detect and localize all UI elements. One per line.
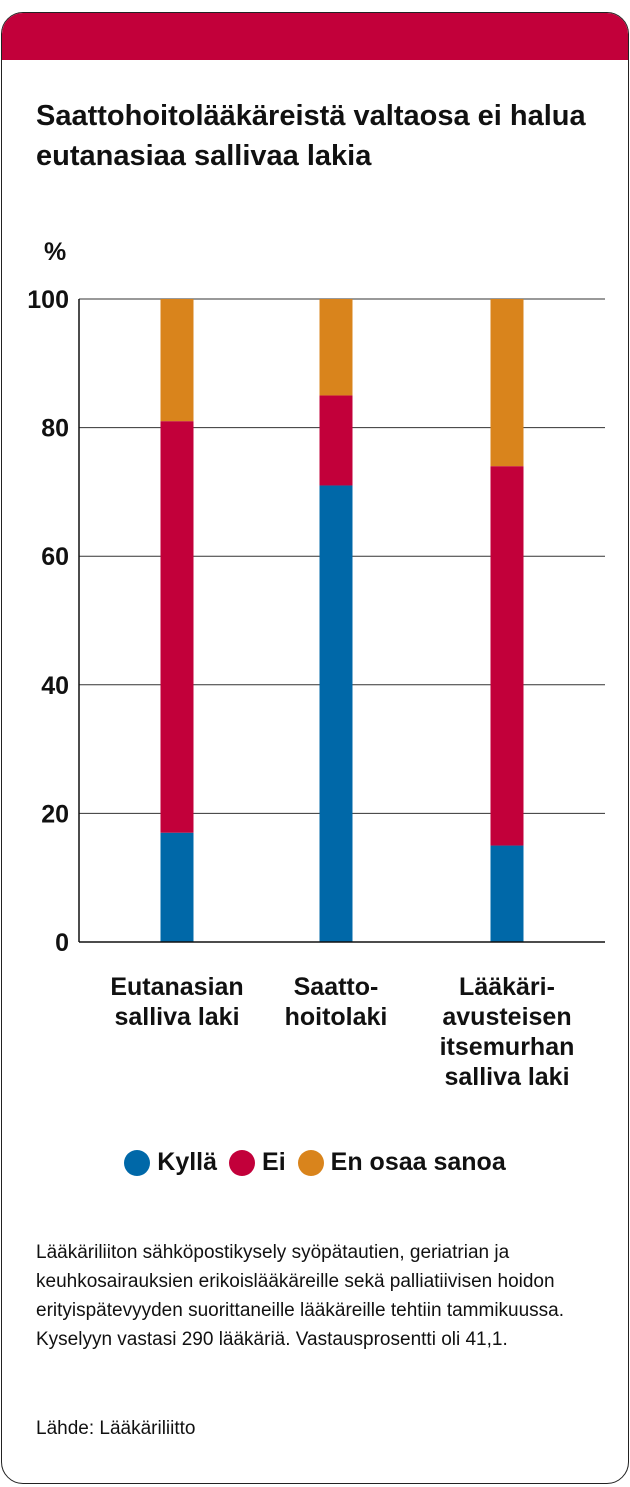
header-banner: [2, 13, 628, 60]
x-category-label: Saatto-hoitolaki: [285, 973, 388, 1031]
survey-note: Lääkäriliiton sähköpostikysely syöpätaut…: [36, 1242, 565, 1350]
bar-segment: [319, 485, 353, 942]
chart-title: Saattohoitolääkäreistä valtaosa ei halua…: [36, 100, 586, 172]
y-tick-label: 40: [41, 672, 69, 700]
y-tick-label: 0: [55, 929, 69, 957]
legend-item: Kyllä: [124, 1148, 217, 1177]
legend-item: Ei: [229, 1148, 286, 1177]
bar-segment: [319, 299, 353, 396]
legend-item: En osaa sanoa: [297, 1148, 506, 1177]
bar-segment: [319, 395, 353, 486]
x-category-label: Lääkäri-avusteisen itsemurhan salliva laki: [440, 973, 575, 1091]
bar-segment: [160, 832, 194, 942]
stacked-bar-chart: % 0 20 40 60 80 100 Eutanasian salliva laki Saatt…: [27, 238, 605, 1091]
y-tick-label: 80: [41, 415, 69, 443]
y-tick-label: 100: [27, 286, 69, 314]
bar-segment: [490, 466, 524, 846]
legend: Kyllä Ei En osaa sanoa: [0, 1148, 630, 1183]
legend-swatch: [124, 1149, 151, 1176]
bar-segment: [490, 299, 524, 467]
legend-label: En osaa sanoa: [330, 1148, 506, 1176]
legend-label: Ei: [262, 1148, 286, 1176]
x-category-label: Eutanasian salliva laki: [110, 973, 243, 1031]
bar-segment: [160, 299, 194, 422]
legend-swatch: [297, 1149, 324, 1176]
legend-swatch: [229, 1149, 256, 1176]
infographic-card: [1, 12, 629, 1484]
legend-label: Kyllä: [157, 1148, 218, 1176]
bar-segment: [490, 845, 524, 942]
y-tick-label: 20: [41, 800, 69, 828]
y-tick-label: 60: [41, 543, 69, 571]
source-label: Lähde: Lääkäriliitto: [36, 1418, 196, 1439]
y-axis-unit: %: [44, 238, 66, 266]
bar-segment: [160, 421, 194, 833]
